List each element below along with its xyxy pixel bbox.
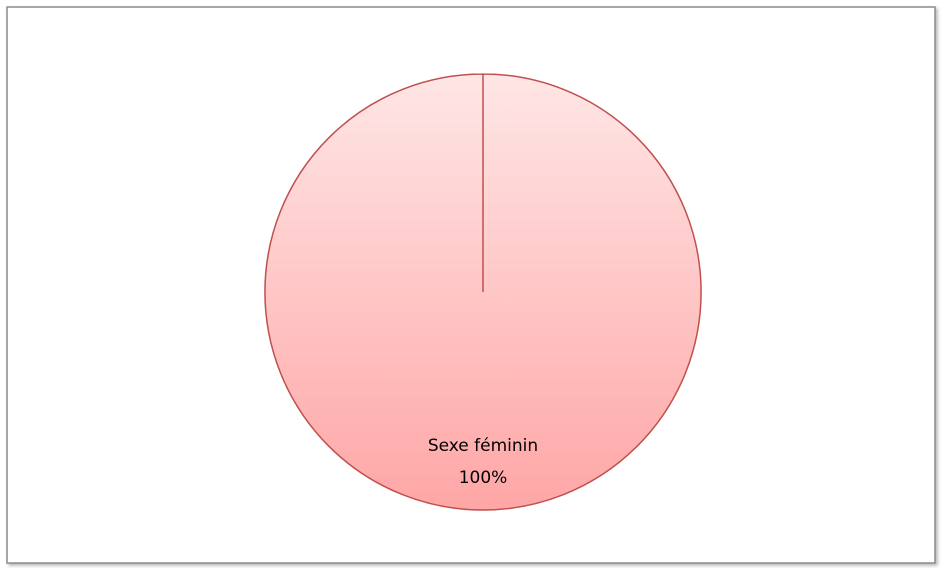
plot-area: Sexe féminin 100% — [264, 73, 702, 511]
slice-value-label: 100% — [459, 468, 508, 488]
pie-slice — [264, 73, 702, 511]
slice-category-label: Sexe féminin — [428, 436, 538, 456]
